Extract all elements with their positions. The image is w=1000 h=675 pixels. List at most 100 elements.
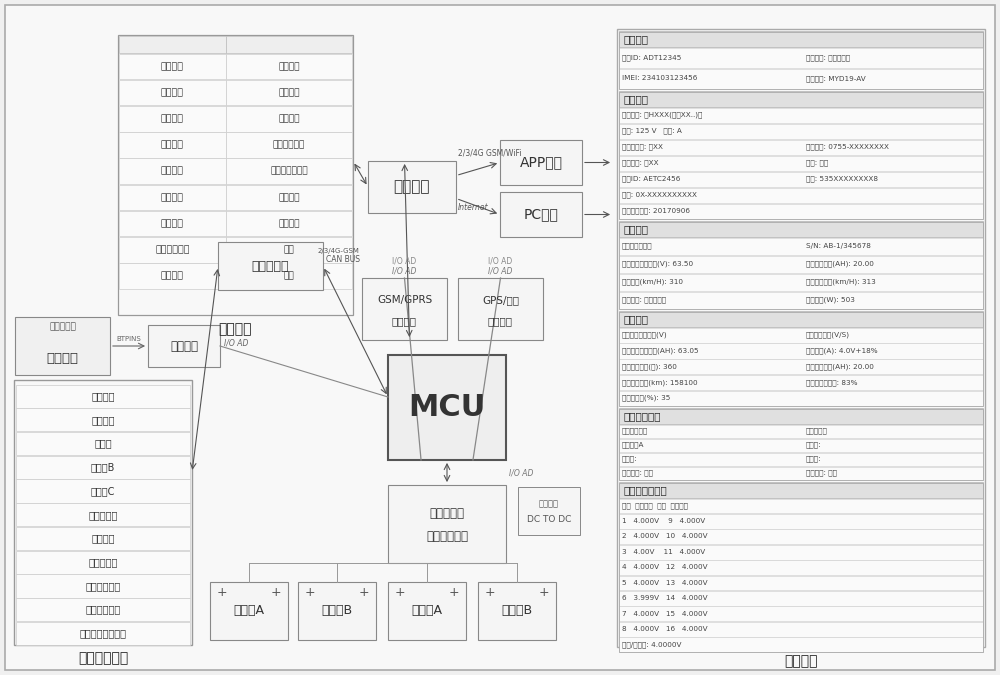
Text: 备案批准时间: 20170906: 备案批准时间: 20170906 [622, 208, 690, 214]
Text: 低压报警: 低压报警 [161, 167, 184, 176]
Text: 7   4.000V   15   4.000V: 7 4.000V 15 4.000V [622, 610, 708, 616]
FancyBboxPatch shape [619, 273, 983, 291]
Text: 充放电管理: 充放电管理 [430, 506, 464, 520]
FancyBboxPatch shape [16, 598, 190, 621]
FancyBboxPatch shape [518, 487, 580, 535]
FancyBboxPatch shape [619, 221, 983, 237]
Text: APP终端: APP终端 [520, 155, 562, 169]
Text: 远程挡B: 远程挡B [91, 462, 115, 472]
Text: 车牌: 535XXXXXXXX8: 车牌: 535XXXXXXXX8 [806, 176, 878, 182]
FancyBboxPatch shape [119, 53, 226, 79]
Text: CAN BUS: CAN BUS [326, 256, 360, 265]
Text: 弹算: 弹算 [284, 271, 294, 280]
FancyBboxPatch shape [16, 408, 190, 431]
Text: 6   3.999V   14   4.000V: 6 3.999V 14 4.000V [622, 595, 708, 601]
Text: GSM/GPRS: GSM/GPRS [377, 295, 432, 304]
Text: 过载截流触发(V/S): 过载截流触发(V/S) [806, 331, 850, 338]
FancyBboxPatch shape [619, 425, 983, 438]
Text: 车速数据: 车速数据 [91, 533, 115, 543]
Text: 电子围栏: 电子围栏 [161, 62, 184, 71]
Text: 车速监控: 车速监控 [278, 62, 300, 71]
Text: 实时调控: 实时调控 [278, 114, 300, 124]
Text: 电机控制器: 电机控制器 [252, 259, 289, 273]
Text: +: + [395, 585, 405, 599]
Text: 重设监控: 重设监控 [91, 391, 115, 401]
FancyBboxPatch shape [619, 514, 983, 529]
FancyBboxPatch shape [619, 171, 983, 187]
Text: GPS/北斗: GPS/北斗 [482, 295, 519, 304]
Text: 电池组B: 电池组B [501, 605, 533, 618]
Text: 充电机:: 充电机: [622, 456, 638, 462]
Text: 设备ID: ADT12345: 设备ID: ADT12345 [622, 54, 681, 61]
FancyBboxPatch shape [226, 36, 352, 53]
FancyBboxPatch shape [619, 107, 983, 123]
Text: 温度输出: 成功: 温度输出: 成功 [806, 470, 837, 477]
Text: PC终端: PC终端 [524, 207, 558, 221]
Text: 控制机:: 控制机: [806, 456, 822, 462]
Text: 2/3/4G-GSM: 2/3/4G-GSM [317, 248, 359, 254]
FancyBboxPatch shape [500, 140, 582, 185]
FancyBboxPatch shape [119, 132, 226, 158]
FancyBboxPatch shape [226, 263, 352, 289]
FancyBboxPatch shape [619, 188, 983, 203]
Text: 整机速度: 自行车限制: 整机速度: 自行车限制 [622, 297, 666, 303]
FancyBboxPatch shape [619, 606, 983, 621]
FancyBboxPatch shape [619, 439, 983, 452]
Text: 使用参数: 使用参数 [623, 314, 648, 324]
Text: 遇车: 遇车 [284, 245, 294, 254]
Text: 轨迹记录: 轨迹记录 [278, 193, 300, 202]
Text: 2/3/4G GSM/WiFi: 2/3/4G GSM/WiFi [458, 148, 522, 157]
FancyBboxPatch shape [368, 161, 456, 213]
Text: +: + [359, 585, 369, 599]
Text: 充电器B: 充电器B [321, 605, 353, 618]
Text: 通讯模块: 通讯模块 [392, 317, 417, 327]
Text: 电机故障检测: 电机故障检测 [85, 581, 121, 591]
Text: 型号: 125 V   功率: A: 型号: 125 V 功率: A [622, 128, 682, 134]
Text: 远程挡C: 远程挡C [91, 486, 115, 496]
Text: 起始放电深度(次): 360: 起始放电深度(次): 360 [622, 363, 677, 370]
FancyBboxPatch shape [16, 503, 190, 526]
Text: 电池组单元信息: 电池组单元信息 [623, 485, 667, 495]
FancyBboxPatch shape [619, 203, 983, 219]
Text: Internet: Internet [458, 203, 489, 212]
Text: 输出截断: 成功: 输出截断: 成功 [622, 470, 653, 477]
FancyBboxPatch shape [119, 80, 226, 105]
Text: 3   4.00V    11   4.000V: 3 4.00V 11 4.000V [622, 549, 705, 555]
Text: 数据内容: 数据内容 [784, 654, 818, 668]
FancyBboxPatch shape [226, 106, 352, 132]
Text: I/O AD: I/O AD [488, 257, 513, 266]
FancyBboxPatch shape [619, 560, 983, 575]
FancyBboxPatch shape [619, 31, 983, 47]
Text: 分时段充电管理: 分时段充电管理 [270, 167, 308, 176]
FancyBboxPatch shape [16, 622, 190, 645]
FancyBboxPatch shape [148, 325, 220, 367]
Text: 2   4.000V   10   4.000V: 2 4.000V 10 4.000V [622, 533, 708, 539]
FancyBboxPatch shape [619, 622, 983, 637]
FancyBboxPatch shape [16, 527, 190, 550]
FancyBboxPatch shape [226, 132, 352, 158]
Text: S/N: AB-1/345678: S/N: AB-1/345678 [806, 243, 871, 249]
Text: 蓝牙开关数: 蓝牙开关数 [806, 428, 828, 434]
FancyBboxPatch shape [619, 292, 983, 309]
FancyBboxPatch shape [119, 263, 226, 289]
FancyBboxPatch shape [14, 380, 192, 645]
Text: 车牌号码: 川HXXX(粤沪XX..)京: 车牌号码: 川HXXX(粤沪XX..)京 [622, 111, 702, 118]
FancyBboxPatch shape [226, 211, 352, 236]
FancyBboxPatch shape [619, 68, 983, 89]
Text: 用户ID: AETC2456: 用户ID: AETC2456 [622, 176, 680, 182]
Text: 里程监控: 里程监控 [278, 88, 300, 97]
FancyBboxPatch shape [119, 36, 226, 53]
FancyBboxPatch shape [458, 278, 543, 340]
Text: 设备开关: 设备开关 [91, 415, 115, 425]
FancyBboxPatch shape [617, 29, 985, 647]
Text: 过压报警: 过压报警 [161, 193, 184, 202]
Text: 拆卸电池信息: 拆卸电池信息 [155, 245, 190, 254]
FancyBboxPatch shape [388, 355, 506, 460]
Text: 蓝牙模块: 蓝牙模块 [46, 352, 78, 365]
FancyBboxPatch shape [619, 576, 983, 591]
Text: 登录地名: 东XX: 登录地名: 东XX [622, 160, 659, 166]
FancyBboxPatch shape [619, 637, 983, 652]
Text: 4   4.000V   12   4.000V: 4 4.000V 12 4.000V [622, 564, 708, 570]
FancyBboxPatch shape [619, 311, 983, 327]
Text: 地址: 0X-XXXXXXXXXX: 地址: 0X-XXXXXXXXXX [622, 192, 697, 198]
